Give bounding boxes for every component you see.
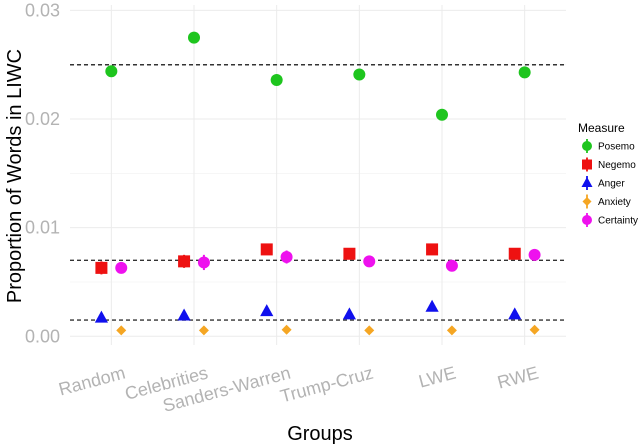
legend-item-certainty: Certainty bbox=[582, 213, 638, 227]
point-marker bbox=[363, 255, 376, 268]
point-marker bbox=[115, 261, 128, 274]
legend-item-anger: Anger bbox=[581, 176, 625, 190]
grid bbox=[70, 5, 566, 345]
y-axis-title: Proportion of Words in LIWC bbox=[4, 49, 26, 303]
point-marker bbox=[270, 73, 283, 86]
point-marker bbox=[280, 251, 293, 264]
point-marker bbox=[446, 325, 457, 336]
point-marker bbox=[508, 307, 522, 320]
legend-label: Negemo bbox=[598, 160, 636, 171]
legend-item-negemo: Negemo bbox=[582, 157, 636, 172]
point-marker bbox=[581, 177, 593, 187]
point-marker bbox=[197, 256, 210, 269]
x-tick-label: Random bbox=[56, 363, 127, 400]
legend-item-posemo: Posemo bbox=[582, 139, 635, 153]
data-marks bbox=[94, 31, 541, 336]
x-axis-ticks: RandomCelebritiesSanders-WarrenTrump-Cru… bbox=[56, 363, 540, 416]
point-marker bbox=[582, 141, 592, 151]
series-certainty bbox=[115, 248, 541, 274]
point-marker bbox=[508, 247, 521, 260]
x-axis-title: Groups bbox=[287, 423, 353, 445]
point-marker bbox=[281, 324, 292, 335]
legend-label: Posemo bbox=[598, 142, 635, 153]
point-marker bbox=[105, 65, 118, 78]
point-marker bbox=[94, 310, 109, 323]
point-marker bbox=[528, 248, 541, 261]
point-marker bbox=[342, 307, 357, 320]
legend-label: Certainty bbox=[598, 216, 638, 227]
point-marker bbox=[426, 243, 439, 256]
point-marker bbox=[445, 259, 458, 272]
legend: Measure Posemo Negemo Anger Anxiety Certaint… bbox=[578, 121, 638, 227]
point-marker bbox=[582, 159, 592, 170]
series-posemo bbox=[105, 31, 531, 121]
point-marker bbox=[529, 324, 540, 335]
point-marker bbox=[425, 299, 439, 312]
legend-label: Anxiety bbox=[598, 197, 631, 208]
legend-item-anxiety: Anxiety bbox=[582, 194, 631, 209]
point-marker bbox=[260, 304, 274, 317]
y-axis-ticks: 0.00 0.01 0.02 0.03 bbox=[25, 0, 60, 346]
point-marker bbox=[582, 215, 592, 225]
point-marker bbox=[198, 325, 209, 336]
point-marker bbox=[343, 247, 356, 260]
y-tick-label: 0.03 bbox=[25, 0, 60, 20]
point-marker bbox=[260, 243, 273, 256]
point-marker bbox=[364, 325, 375, 336]
point-marker bbox=[116, 325, 127, 336]
series-negemo bbox=[95, 243, 521, 275]
legend-label: Anger bbox=[598, 179, 625, 190]
y-tick-label: 0.00 bbox=[25, 326, 60, 346]
point-marker bbox=[582, 197, 592, 206]
x-tick-label: Trump-Cruz bbox=[278, 363, 375, 407]
series-anger bbox=[94, 299, 522, 323]
point-marker bbox=[518, 66, 531, 79]
point-marker bbox=[353, 68, 366, 81]
reference-lines bbox=[70, 64, 566, 321]
y-tick-label: 0.01 bbox=[25, 218, 60, 238]
point-marker bbox=[95, 261, 108, 274]
x-tick-label: LWE bbox=[416, 363, 458, 392]
point-marker bbox=[188, 31, 200, 44]
y-tick-label: 0.02 bbox=[25, 109, 60, 129]
point-marker bbox=[178, 255, 191, 268]
x-tick-label: RWE bbox=[495, 363, 540, 393]
series-anxiety bbox=[116, 324, 540, 336]
point-marker bbox=[177, 308, 191, 321]
point-marker bbox=[436, 108, 448, 121]
legend-title: Measure bbox=[578, 121, 625, 135]
